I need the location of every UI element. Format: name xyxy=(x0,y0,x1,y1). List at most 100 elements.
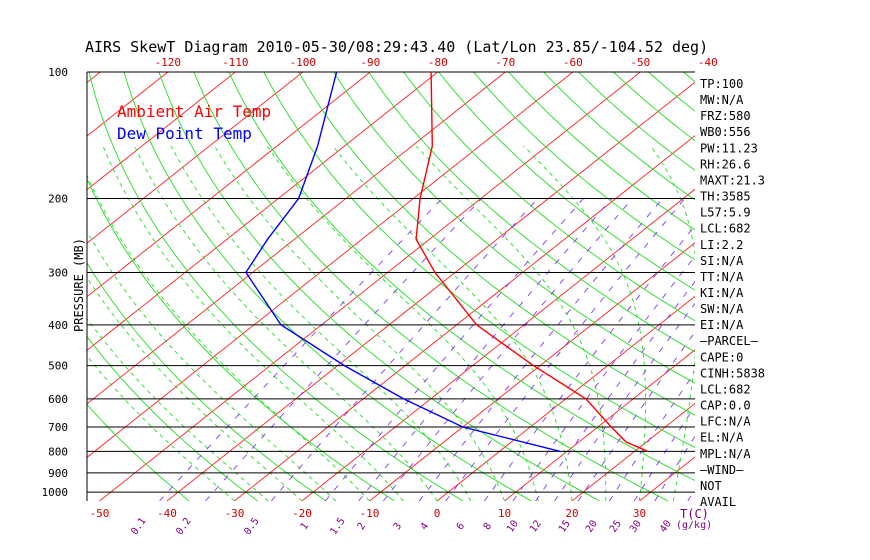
mixing-ratio-label: 8 xyxy=(482,521,494,532)
moist-adiabat-line xyxy=(102,145,404,501)
bottom-temp-tick-label: 20 xyxy=(565,507,578,520)
y-axis-label: PRESSURE (MB) xyxy=(72,238,86,332)
dewpoint-temp-line xyxy=(245,72,561,453)
ambient-temp-line xyxy=(415,72,649,453)
top-temp-tick-label: -100 xyxy=(290,56,317,69)
x-axis-unit: T(C) xyxy=(680,507,709,521)
mixing-ratio-label: 4 xyxy=(419,521,431,532)
side-panel-item: CAPE:0 xyxy=(700,350,743,364)
side-panel-item: EI:N/A xyxy=(700,318,744,332)
moist-adiabat-line xyxy=(87,355,235,501)
moist-adiabat-line xyxy=(650,145,695,501)
mixing-ratio-line xyxy=(535,280,695,501)
moist-adiabat-line xyxy=(87,174,370,501)
dry-adiabat-line xyxy=(823,72,870,501)
moist-adiabat-line xyxy=(332,145,573,501)
dry-adiabat-line xyxy=(87,262,327,501)
dry-adiabat-line xyxy=(788,72,870,501)
mixing-ratio-line xyxy=(633,405,695,501)
top-temp-tick-label: -120 xyxy=(155,56,182,69)
mixing-ratio-label: 0.5 xyxy=(242,516,261,537)
mixing-ratio-label: 2 xyxy=(356,521,368,532)
dry-adiabat-line xyxy=(578,72,695,171)
side-panel-item: SW:N/A xyxy=(700,302,744,316)
legend-dewpoint: Dew Point Temp xyxy=(117,124,252,143)
mixing-ratio-line xyxy=(270,198,539,501)
dry-adiabat-line xyxy=(87,335,258,501)
isotherm-line xyxy=(0,72,33,501)
mixing-ratio-line xyxy=(577,331,695,501)
bottom-temp-tick-label: -50 xyxy=(90,507,110,520)
moist-adiabat-line xyxy=(741,146,847,501)
mixing-ratio-line xyxy=(512,255,695,501)
dry-adiabat-line xyxy=(543,72,695,201)
mixing-ratio-label: 25 xyxy=(608,518,624,534)
moist-adiabat-line xyxy=(134,145,438,501)
dry-adiabat-line xyxy=(298,72,695,416)
side-panel-item: FRZ:580 xyxy=(700,109,751,123)
moist-adiabat-line xyxy=(87,276,303,501)
mixing-ratio-label: 0.2 xyxy=(174,516,193,537)
dry-adiabat-line xyxy=(473,72,695,261)
side-panel-item: LCL:682 xyxy=(700,382,751,396)
isotherm-line xyxy=(436,295,695,501)
side-panel-item: EL:N/A xyxy=(700,431,744,445)
top-temp-tick-label: -90 xyxy=(360,56,380,69)
pressure-tick-label: 1000 xyxy=(42,486,69,499)
side-panel-item: LFC:N/A xyxy=(700,415,751,429)
mixing-ratio-label: 6 xyxy=(455,521,467,532)
top-temp-tick-label: -50 xyxy=(630,56,650,69)
dry-adiabat-line xyxy=(88,72,464,501)
mixing-ratio-label: 20 xyxy=(584,518,600,534)
mixing-ratio-unit-label: (g/kg) xyxy=(676,520,712,531)
mixing-ratio-line xyxy=(324,198,584,501)
side-panel-item: L57:5.9 xyxy=(700,206,751,220)
pressure-tick-label: 900 xyxy=(48,467,68,480)
dry-adiabat-line xyxy=(158,72,601,501)
dry-adiabat-line xyxy=(438,72,695,291)
mixing-ratio-line xyxy=(382,198,633,501)
side-panel-item: TT:N/A xyxy=(700,270,744,284)
isotherm-line xyxy=(87,72,506,405)
isotherm-line xyxy=(87,72,236,191)
top-temp-tick-label: -40 xyxy=(698,56,718,69)
dry-adiabat-line xyxy=(333,72,695,384)
moist-adiabat-line xyxy=(214,145,505,501)
isotherm-line xyxy=(166,81,695,501)
side-panel-item: KI:N/A xyxy=(700,286,744,300)
side-panel-item: CAP:0.0 xyxy=(700,399,751,413)
dry-adiabat-line xyxy=(263,72,695,449)
pressure-tick-label: 700 xyxy=(48,421,68,434)
isotherm-line xyxy=(301,188,695,501)
dry-adiabat-line xyxy=(368,72,695,353)
top-temp-tick-label: -80 xyxy=(428,56,448,69)
isotherm-line xyxy=(87,72,371,298)
isotherm-line xyxy=(234,135,695,501)
side-panel-item: LI:2.2 xyxy=(700,238,743,252)
pressure-tick-label: 300 xyxy=(48,266,68,279)
moist-adiabat-line xyxy=(87,317,269,501)
bottom-temp-tick-label: -10 xyxy=(360,507,380,520)
mixing-ratio-line xyxy=(554,302,695,501)
mixing-ratio-line xyxy=(654,435,695,501)
side-panel-item: NOT xyxy=(700,479,722,493)
side-panel-item: WB0:556 xyxy=(700,125,751,139)
mixing-ratio-line xyxy=(205,198,482,501)
bottom-temp-tick-label: 0 xyxy=(434,507,441,520)
dry-adiabat-line xyxy=(123,72,532,501)
bottom-temp-tick-label: -20 xyxy=(292,507,312,520)
moist-adiabat-line xyxy=(523,145,647,501)
bottom-temp-tick-label: -30 xyxy=(225,507,245,520)
isotherm-line xyxy=(571,402,695,501)
dry-adiabat-line xyxy=(648,72,695,112)
bottom-temp-tick-label: 10 xyxy=(498,507,511,520)
top-temp-tick-label: -70 xyxy=(495,56,515,69)
dry-adiabat-line xyxy=(858,72,870,501)
isotherm-line xyxy=(842,72,870,501)
pressure-tick-label: 200 xyxy=(48,192,68,205)
moist-adiabat-line xyxy=(87,230,337,501)
isotherm-line xyxy=(504,349,695,501)
side-panel-item: MAXT:21.3 xyxy=(700,173,765,187)
side-panel-item: MPL:N/A xyxy=(700,447,751,461)
mixing-ratio-line xyxy=(159,198,443,501)
